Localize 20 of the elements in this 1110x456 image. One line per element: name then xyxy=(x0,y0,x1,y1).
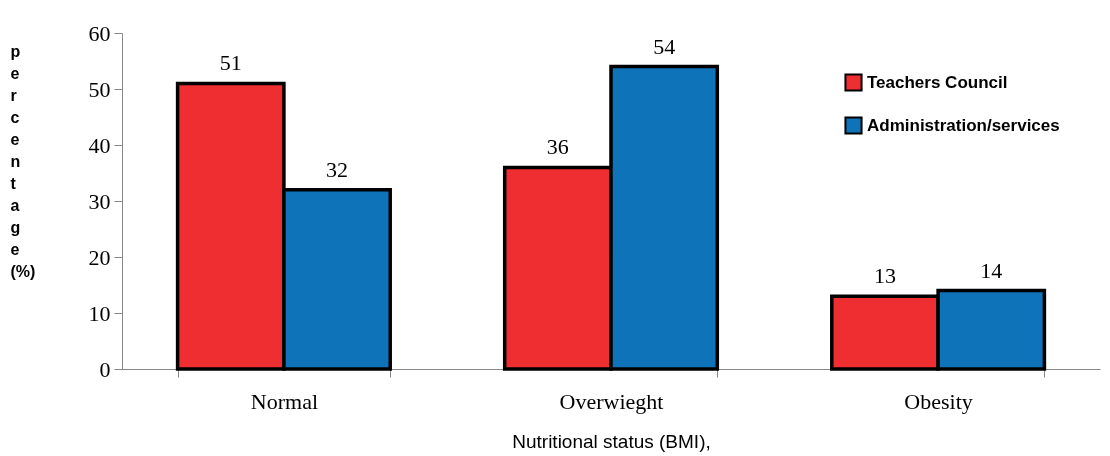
data-label: 51 xyxy=(219,50,242,76)
x-tick-label: Overwieght xyxy=(559,388,664,414)
y-tick-label: 20 xyxy=(88,244,111,270)
y-tick-label: 10 xyxy=(88,300,111,326)
data-label: 14 xyxy=(980,257,1003,283)
text: percentage (%) xyxy=(10,42,36,280)
y-tick-label: 30 xyxy=(88,188,111,214)
y-tick-label: 0 xyxy=(99,356,111,382)
data-label: 54 xyxy=(653,33,676,59)
data-label: 32 xyxy=(326,156,349,182)
x-tick-label: Normal xyxy=(250,388,319,414)
x-axis-title: Nutritional status (BMI), xyxy=(512,430,711,452)
data-label: 36 xyxy=(546,134,569,160)
data-label: 13 xyxy=(873,263,896,289)
y-tick-label: 40 xyxy=(88,132,111,158)
legend-label: Teachers Council xyxy=(867,72,1008,92)
y-tick-label: 50 xyxy=(88,76,111,102)
legend-label: Administration/services xyxy=(867,115,1060,135)
y-tick-label: 60 xyxy=(88,20,111,46)
x-tick-label: Obesity xyxy=(904,388,973,414)
